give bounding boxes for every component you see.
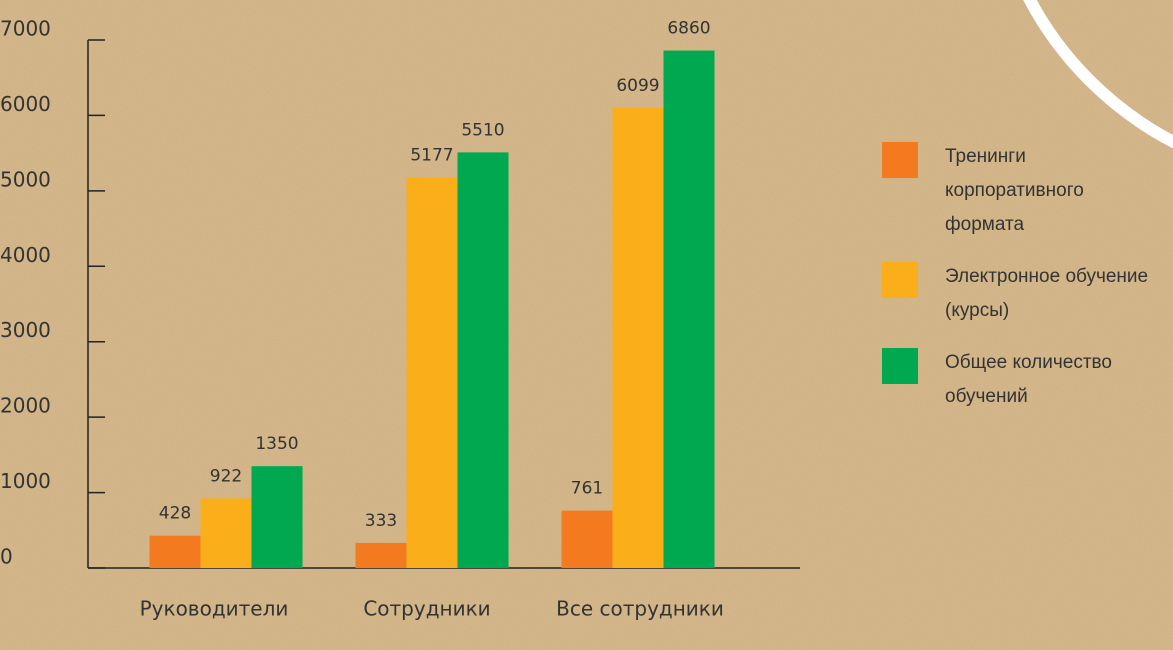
legend-item: Электронное обучение (курсы) — [882, 260, 1172, 328]
bar — [612, 107, 664, 568]
legend-label: Общее количество обучений — [945, 352, 1112, 407]
bar — [149, 535, 201, 568]
bar — [663, 50, 715, 569]
bar — [355, 542, 407, 568]
legend-swatch — [882, 262, 918, 298]
legend-swatch — [882, 142, 918, 178]
bar — [406, 177, 458, 568]
y-tick-label: 0 — [0, 545, 13, 569]
value-label: 922 — [210, 466, 242, 486]
x-tick-label: Руководители — [140, 597, 289, 621]
x-tick-label: Сотрудники — [363, 597, 490, 621]
bar — [457, 152, 509, 569]
bar — [561, 510, 613, 568]
legend-item: Общее количество обучений — [882, 346, 1172, 414]
value-label: 761 — [571, 479, 603, 499]
y-tick-label: 6000 — [0, 92, 51, 116]
x-tick-label: Все сотрудники — [556, 597, 724, 621]
y-tick-label: 3000 — [0, 318, 51, 342]
value-label: 5177 — [410, 146, 453, 166]
value-label: 6099 — [616, 76, 659, 96]
bar — [200, 498, 252, 568]
value-label: 5510 — [461, 120, 504, 140]
y-tick-label: 2000 — [0, 394, 51, 418]
y-tick-label: 5000 — [0, 167, 51, 191]
legend: Тренинги корпоративного формата Электронн… — [882, 140, 1172, 432]
bar — [251, 466, 303, 568]
value-label: 428 — [159, 504, 191, 524]
legend-swatch — [882, 348, 918, 384]
y-tick-label: 7000 — [0, 17, 51, 41]
y-tick-label: 1000 — [0, 469, 51, 493]
legend-item: Тренинги корпоративного формата — [882, 140, 1172, 242]
legend-label: Тренинги корпоративного формата — [945, 146, 1084, 235]
value-label: 333 — [365, 511, 397, 531]
value-label: 6860 — [667, 19, 710, 39]
value-label: 1350 — [255, 434, 298, 454]
legend-label: Электронное обучение (курсы) — [945, 266, 1149, 321]
y-tick-label: 4000 — [0, 243, 51, 267]
